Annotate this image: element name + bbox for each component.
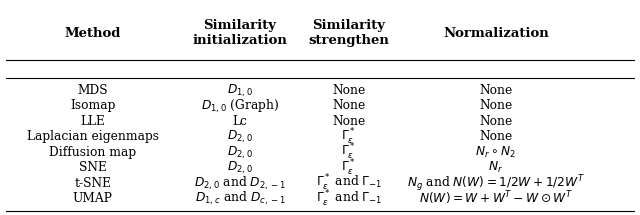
Text: Laplacian eigenmaps: Laplacian eigenmaps bbox=[27, 130, 159, 143]
Text: Diffusion map: Diffusion map bbox=[49, 146, 136, 159]
Text: SNE: SNE bbox=[79, 161, 107, 174]
Text: None: None bbox=[479, 130, 513, 143]
Text: $D_{2,0}$ and $D_{2,-1}$: $D_{2,0}$ and $D_{2,-1}$ bbox=[194, 175, 286, 192]
Text: $D_{2,0}$: $D_{2,0}$ bbox=[227, 144, 253, 161]
Text: None: None bbox=[332, 84, 365, 97]
Text: $D_{2,0}$: $D_{2,0}$ bbox=[227, 129, 253, 145]
Text: $N_r \circ N_2$: $N_r \circ N_2$ bbox=[476, 145, 516, 160]
Text: Lc: Lc bbox=[232, 115, 248, 128]
Text: None: None bbox=[479, 115, 513, 128]
Text: $D_{1,0}$: $D_{1,0}$ bbox=[227, 82, 253, 99]
Text: $\Gamma^*_{\epsilon}$: $\Gamma^*_{\epsilon}$ bbox=[342, 158, 356, 178]
Text: $D_{1,c}$ and $D_{c,-1}$: $D_{1,c}$ and $D_{c,-1}$ bbox=[195, 190, 285, 207]
Text: Similarity
initialization: Similarity initialization bbox=[193, 19, 287, 47]
Text: None: None bbox=[332, 115, 365, 128]
Text: Similarity
strengthen: Similarity strengthen bbox=[308, 19, 389, 47]
Text: Normalization: Normalization bbox=[443, 27, 549, 40]
Text: Isomap: Isomap bbox=[70, 100, 115, 112]
Text: $\Gamma^*_{\epsilon}$ and $\Gamma_{-1}$: $\Gamma^*_{\epsilon}$ and $\Gamma_{-1}$ bbox=[316, 189, 382, 209]
Text: $N(W) = W + W^T - W \odot W^T$: $N(W) = W + W^T - W \odot W^T$ bbox=[419, 190, 573, 207]
Text: LLE: LLE bbox=[81, 115, 105, 128]
Text: $N_g$ and $N(W) = 1/2W + 1/2W^T$: $N_g$ and $N(W) = 1/2W + 1/2W^T$ bbox=[407, 173, 585, 194]
Text: $\Gamma^*_{\epsilon}$: $\Gamma^*_{\epsilon}$ bbox=[342, 127, 356, 147]
Text: Method: Method bbox=[65, 27, 121, 40]
Text: $D_{1,0}$ (Graph): $D_{1,0}$ (Graph) bbox=[201, 97, 279, 115]
Text: None: None bbox=[479, 100, 513, 112]
Text: UMAP: UMAP bbox=[73, 192, 113, 205]
Text: MDS: MDS bbox=[77, 84, 108, 97]
Text: None: None bbox=[479, 84, 513, 97]
Text: $\Gamma^*_{\epsilon}$: $\Gamma^*_{\epsilon}$ bbox=[342, 142, 356, 162]
Text: $D_{2,0}$: $D_{2,0}$ bbox=[227, 160, 253, 176]
Text: $\Gamma^*_{\epsilon}$ and $\Gamma_{-1}$: $\Gamma^*_{\epsilon}$ and $\Gamma_{-1}$ bbox=[316, 173, 382, 193]
Text: $N_r$: $N_r$ bbox=[488, 160, 504, 175]
Text: None: None bbox=[332, 100, 365, 112]
Text: t-SNE: t-SNE bbox=[74, 177, 111, 190]
